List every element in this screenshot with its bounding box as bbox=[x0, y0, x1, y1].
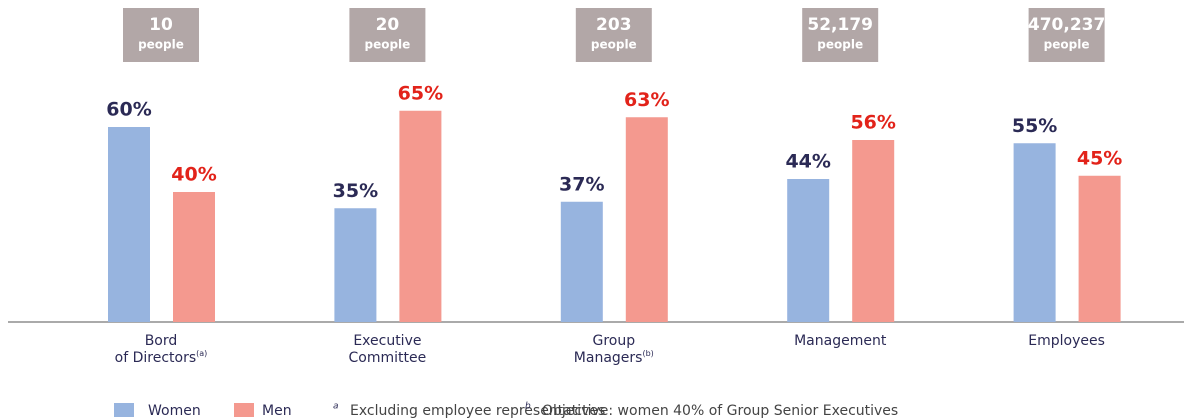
headcount-unit: people bbox=[364, 38, 410, 52]
footnote-ref: (b) bbox=[642, 349, 653, 358]
bar bbox=[852, 140, 895, 322]
legend-swatch bbox=[114, 403, 134, 417]
bar bbox=[334, 208, 377, 322]
headcount-value: 203 bbox=[596, 15, 632, 35]
headcount-box bbox=[349, 8, 426, 62]
bar bbox=[399, 110, 442, 322]
footnote-ref: (a) bbox=[196, 349, 207, 358]
headcount-box bbox=[575, 8, 652, 62]
headcount-unit: people bbox=[591, 38, 637, 52]
x-tick-label: of Directors(a) bbox=[115, 349, 208, 367]
value-label: 44% bbox=[785, 151, 830, 173]
bar bbox=[625, 117, 668, 322]
value-label: 55% bbox=[1012, 115, 1057, 137]
x-tick-label: Employees bbox=[1028, 333, 1105, 349]
footnote-text: Excluding employee representatives bbox=[350, 403, 605, 419]
bar bbox=[1078, 175, 1121, 322]
headcount-box bbox=[802, 8, 879, 62]
bar bbox=[173, 192, 215, 322]
bar bbox=[1013, 143, 1056, 322]
value-label: 40% bbox=[171, 164, 216, 186]
x-tick-label: Management bbox=[794, 333, 887, 349]
value-label: 35% bbox=[333, 180, 378, 202]
value-label: 56% bbox=[850, 112, 895, 134]
legend-label: Men bbox=[262, 403, 292, 419]
headcount-value: 470,237 bbox=[1028, 15, 1105, 35]
headcount-unit: people bbox=[138, 38, 184, 52]
headcount-box bbox=[123, 8, 199, 62]
x-tick-label: Group bbox=[592, 333, 635, 349]
legend-label: Women bbox=[148, 403, 201, 419]
x-tick-label: Managers(b) bbox=[574, 349, 654, 367]
bar bbox=[787, 179, 830, 322]
footnote-text: Objective: women 40% of Group Senior Exe… bbox=[542, 403, 898, 419]
value-label: 45% bbox=[1077, 147, 1122, 169]
value-label: 63% bbox=[624, 89, 669, 111]
footnote-mark: b bbox=[525, 402, 531, 412]
bar bbox=[560, 201, 603, 322]
x-tick-label: Executive bbox=[353, 333, 421, 349]
headcount-value: 10 bbox=[149, 15, 173, 35]
headcount-box bbox=[1028, 8, 1105, 62]
value-label: 60% bbox=[106, 99, 151, 121]
value-label: 65% bbox=[398, 82, 443, 104]
x-tick-label: Bord bbox=[145, 333, 178, 349]
headcount-unit: people bbox=[1044, 38, 1090, 52]
headcount-value: 20 bbox=[376, 15, 400, 35]
headcount-unit: people bbox=[817, 38, 863, 52]
bar bbox=[108, 127, 150, 322]
headcount-value: 52,179 bbox=[807, 15, 873, 35]
footnote-mark: a bbox=[333, 402, 339, 412]
legend-swatch bbox=[234, 403, 254, 417]
value-label: 37% bbox=[559, 173, 604, 195]
x-tick-label: Committee bbox=[349, 350, 427, 366]
